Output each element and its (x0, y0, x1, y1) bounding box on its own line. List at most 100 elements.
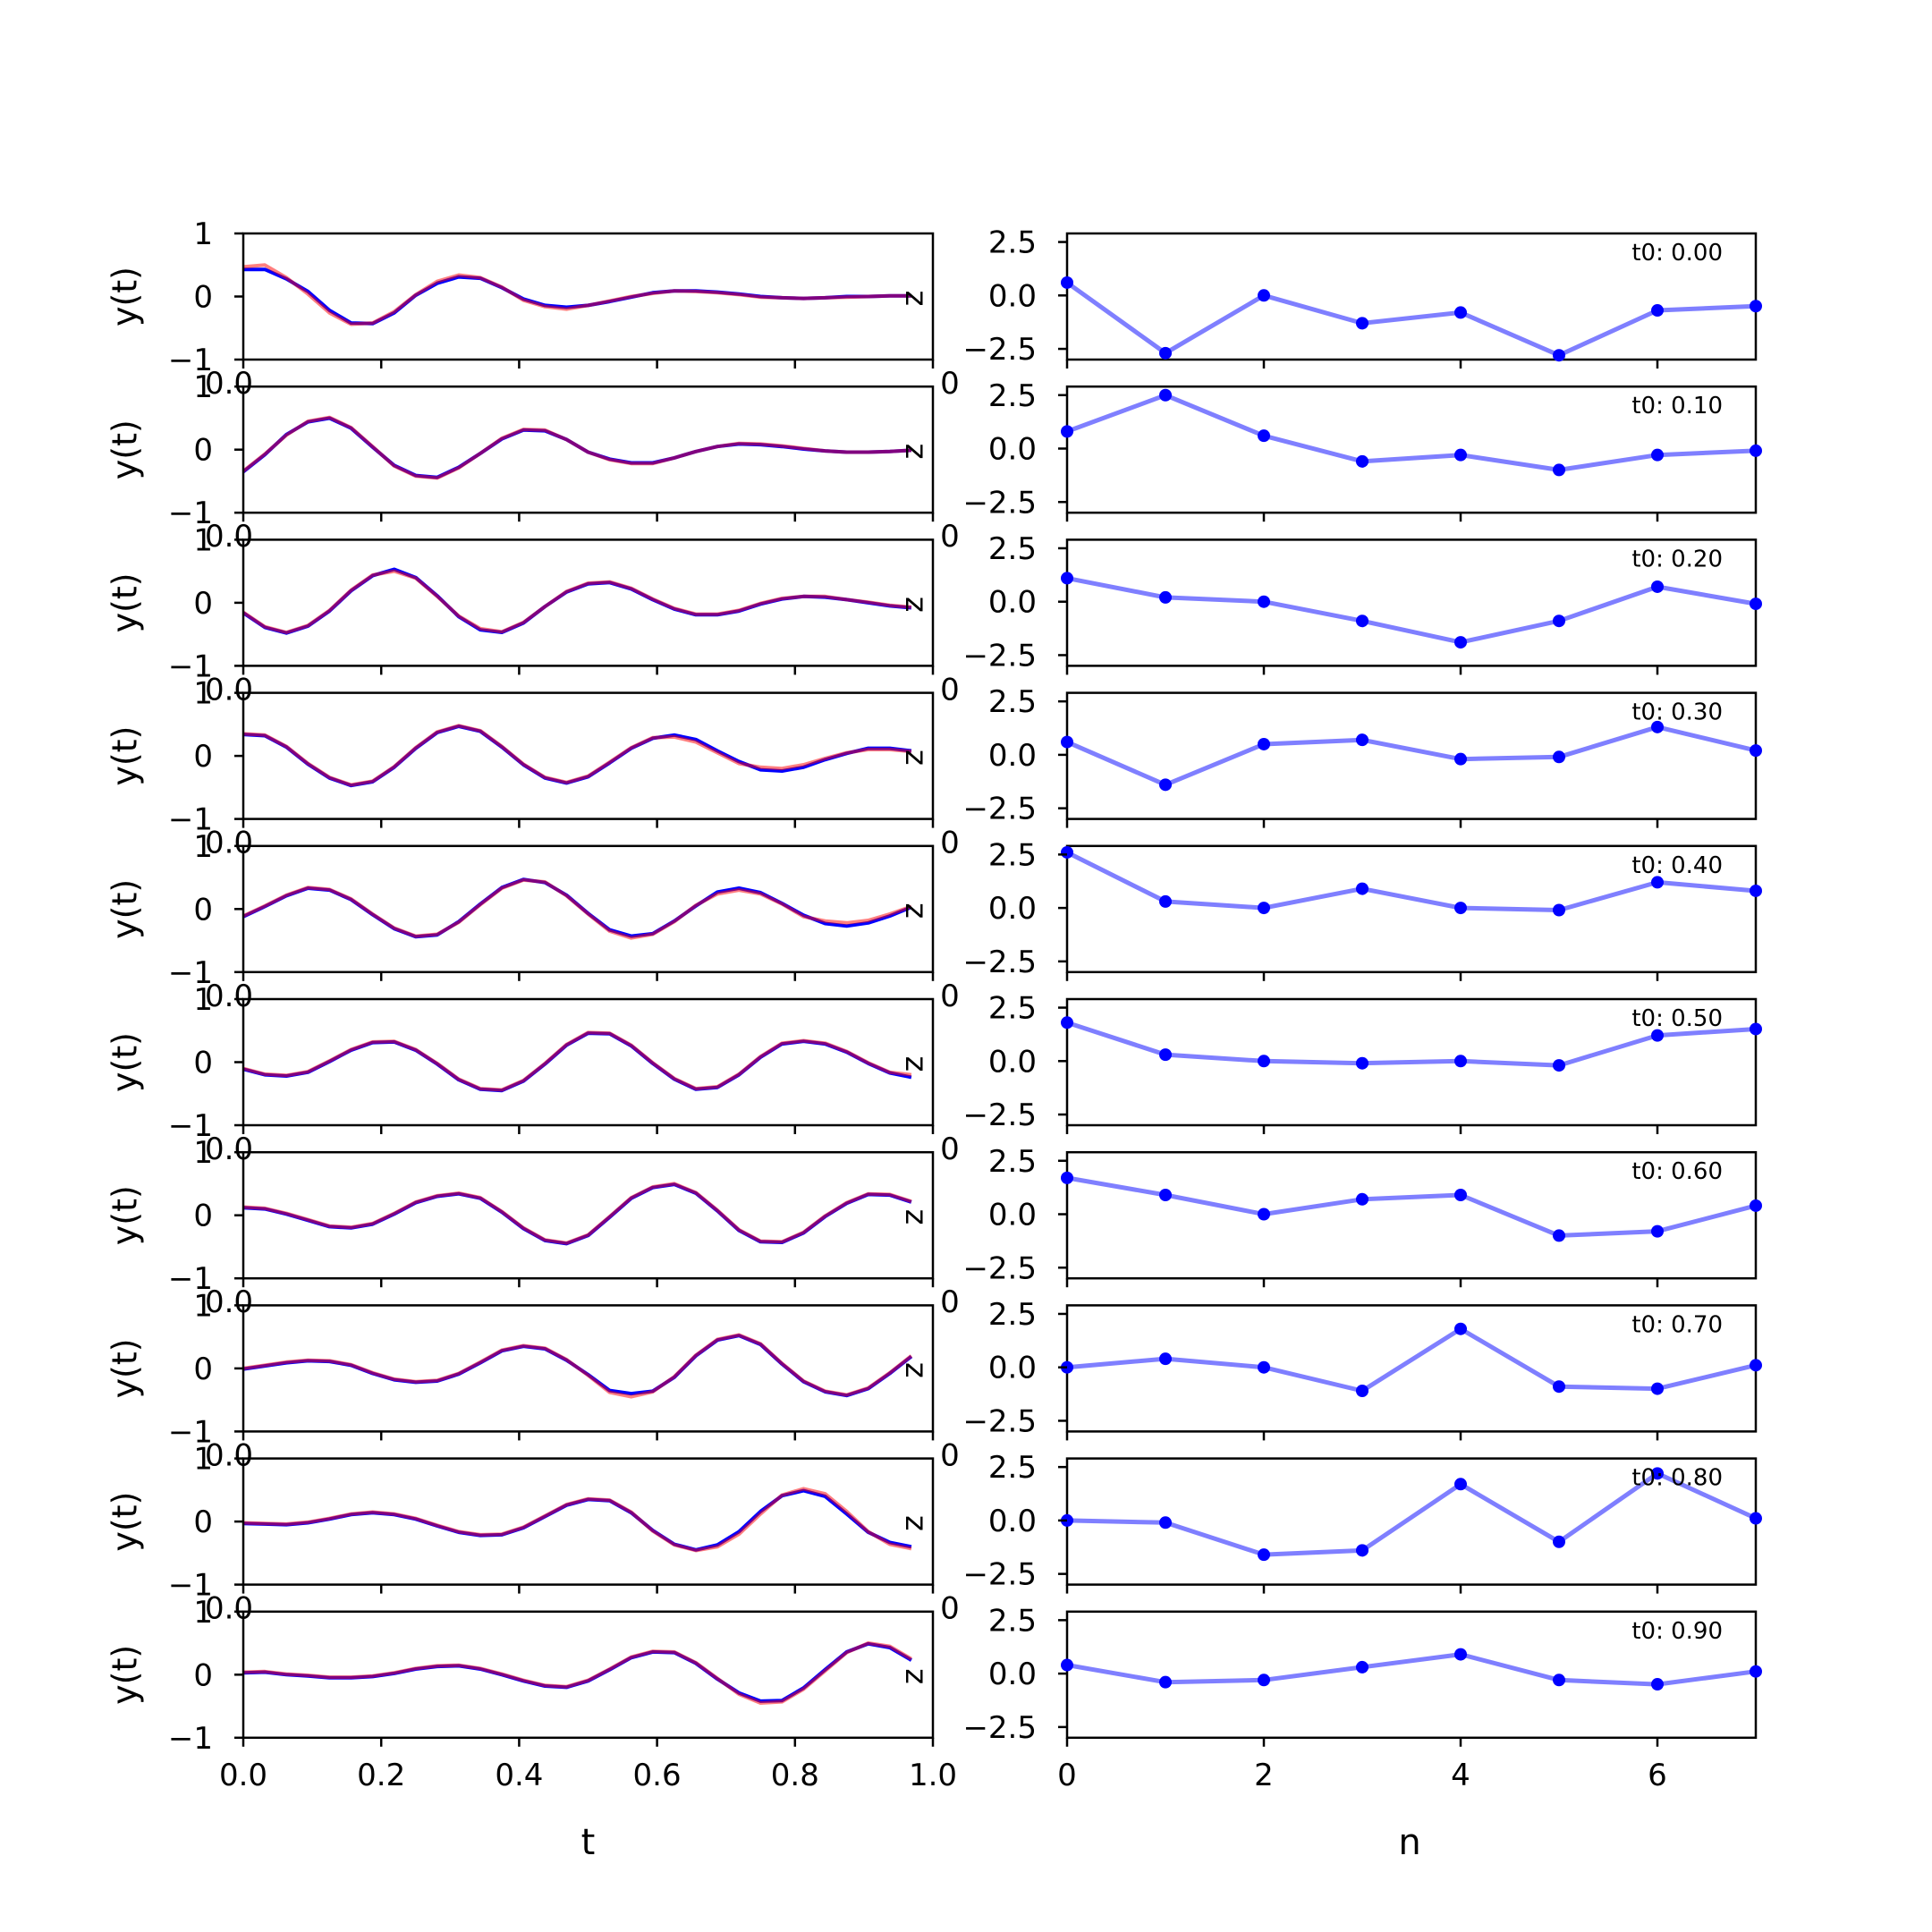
latent-point (1356, 614, 1368, 628)
right-subplot: −2.5 0.0 2.5 0 t0: 0.40 (940, 837, 1762, 1014)
right-y-tick-label: −2.5 (962, 792, 1037, 827)
latent-point (1258, 1208, 1270, 1221)
left-y-tick-label: 0 (193, 586, 213, 622)
left-y-tick-label: 1 (193, 369, 213, 405)
left-x-tick-label: 0.2 (357, 1758, 405, 1793)
latent-point (1750, 884, 1762, 897)
left-x-tick-label: 0.0 (219, 1758, 267, 1793)
latent-point (1356, 317, 1368, 330)
latent-point (1159, 1048, 1172, 1062)
panel-t0-label: t0: 0.60 (1631, 1158, 1723, 1185)
left-y-tick-label: −1 (168, 648, 213, 684)
latent-point (1356, 454, 1368, 468)
right-subplot: −2.5 0.0 2.5 0 t0: 0.20 (940, 531, 1762, 708)
latent-point (1750, 1022, 1762, 1036)
right-y-tick-label: −2.5 (962, 638, 1037, 674)
right-y-tick-label: 0.0 (988, 891, 1037, 927)
right-x-tick-label: 0 (940, 672, 960, 708)
latent-axis-label: z (895, 1056, 931, 1072)
latent-point (1454, 1648, 1467, 1661)
latent-point (1159, 1516, 1172, 1530)
left-y-tick-label: 0 (193, 739, 213, 775)
latent-point (1159, 894, 1172, 908)
right-y-tick-label: 2.5 (988, 991, 1037, 1027)
right-y-tick-label: 0.0 (988, 432, 1037, 468)
latent-point (1258, 1360, 1270, 1374)
left-y-tick-label: 1 (193, 216, 213, 252)
left-y-tick-label: 0 (193, 892, 213, 928)
right-y-tick-label: −2.5 (962, 1710, 1037, 1746)
left-y-tick-label: 1 (193, 522, 213, 558)
left-y-tick-label: −1 (168, 496, 213, 531)
latent-point (1750, 744, 1762, 758)
left-y-axis-label: y(t) (106, 879, 145, 939)
left-x-tick-label: 1.0 (909, 1758, 957, 1793)
left-y-tick-label: 1 (193, 829, 213, 865)
latent-point (1651, 1224, 1664, 1238)
panel-t0-label: t0: 0.90 (1631, 1618, 1723, 1645)
predicted-trajectory-line (242, 724, 912, 787)
left-y-tick-label: −1 (168, 1261, 213, 1297)
right-y-tick-label: 0.0 (988, 585, 1037, 621)
latent-point (1651, 1467, 1664, 1480)
latent-line (1066, 1652, 1757, 1687)
latent-point (1061, 1658, 1073, 1672)
right-y-tick-label: 2.5 (988, 531, 1037, 567)
latent-point (1651, 1029, 1664, 1042)
latent-point (1651, 876, 1664, 889)
left-y-tick-label: 1 (193, 982, 213, 1018)
left-x-tick-label: 0.0 (205, 672, 253, 708)
latent-point (1750, 1665, 1762, 1678)
right-y-tick-label: −2.5 (962, 1557, 1037, 1593)
left-y-axis-label: y(t) (106, 1645, 145, 1705)
latent-point (1356, 1056, 1368, 1070)
latent-point (1750, 1359, 1762, 1372)
latent-point (1454, 1322, 1467, 1335)
latent-point (1258, 737, 1270, 750)
left-y-tick-label: 1 (193, 1595, 213, 1631)
left-x-axis-label: t (581, 1822, 596, 1863)
left-y-tick-label: 0 (193, 1046, 213, 1081)
latent-point (1651, 580, 1664, 593)
latent-point (1750, 597, 1762, 611)
left-y-tick-label: 1 (193, 1442, 213, 1478)
left-y-tick-label: −1 (168, 802, 213, 838)
predicted-trajectory-line (242, 1030, 912, 1092)
right-subplot: −2.5 0.0 2.5 0 t0: 0.00 (940, 225, 1762, 402)
left-y-tick-label: 0 (193, 1199, 213, 1234)
latent-axis-label: z (895, 1209, 931, 1225)
right-x-tick-label: 0 (940, 366, 960, 402)
left-y-axis-label: y(t) (106, 267, 145, 326)
latent-line (1066, 1326, 1757, 1394)
latent-point (1356, 1384, 1368, 1397)
left-y-axis-label: y(t) (106, 1032, 145, 1092)
latent-point (1356, 1660, 1368, 1674)
latent-point (1061, 1016, 1073, 1030)
right-subplot: −2.5 0.0 2.5 0 t0: 0.60 (940, 1144, 1762, 1320)
latent-axis-label: z (895, 1515, 931, 1531)
latent-point (1651, 448, 1664, 462)
latent-line (1066, 1175, 1757, 1238)
right-y-tick-label: 0.0 (988, 1044, 1037, 1080)
left-x-tick-label: 0.4 (495, 1758, 543, 1793)
left-y-tick-label: −1 (168, 1108, 213, 1144)
right-y-tick-label: −2.5 (962, 485, 1037, 521)
right-subplot: −2.5 0.0 2.5 0 t0: 0.30 (940, 684, 1762, 861)
latent-point (1750, 1512, 1762, 1525)
latent-point (1061, 425, 1073, 438)
latent-point (1651, 720, 1664, 733)
latent-point (1553, 1535, 1565, 1548)
latent-point (1651, 1382, 1664, 1395)
latent-axis-label: z (895, 1668, 931, 1684)
right-y-tick-label: 2.5 (988, 1450, 1037, 1486)
left-x-tick-label: 0.0 (205, 1437, 253, 1473)
right-y-tick-label: 2.5 (988, 378, 1037, 414)
panel-t0-label: t0: 0.40 (1631, 852, 1723, 879)
